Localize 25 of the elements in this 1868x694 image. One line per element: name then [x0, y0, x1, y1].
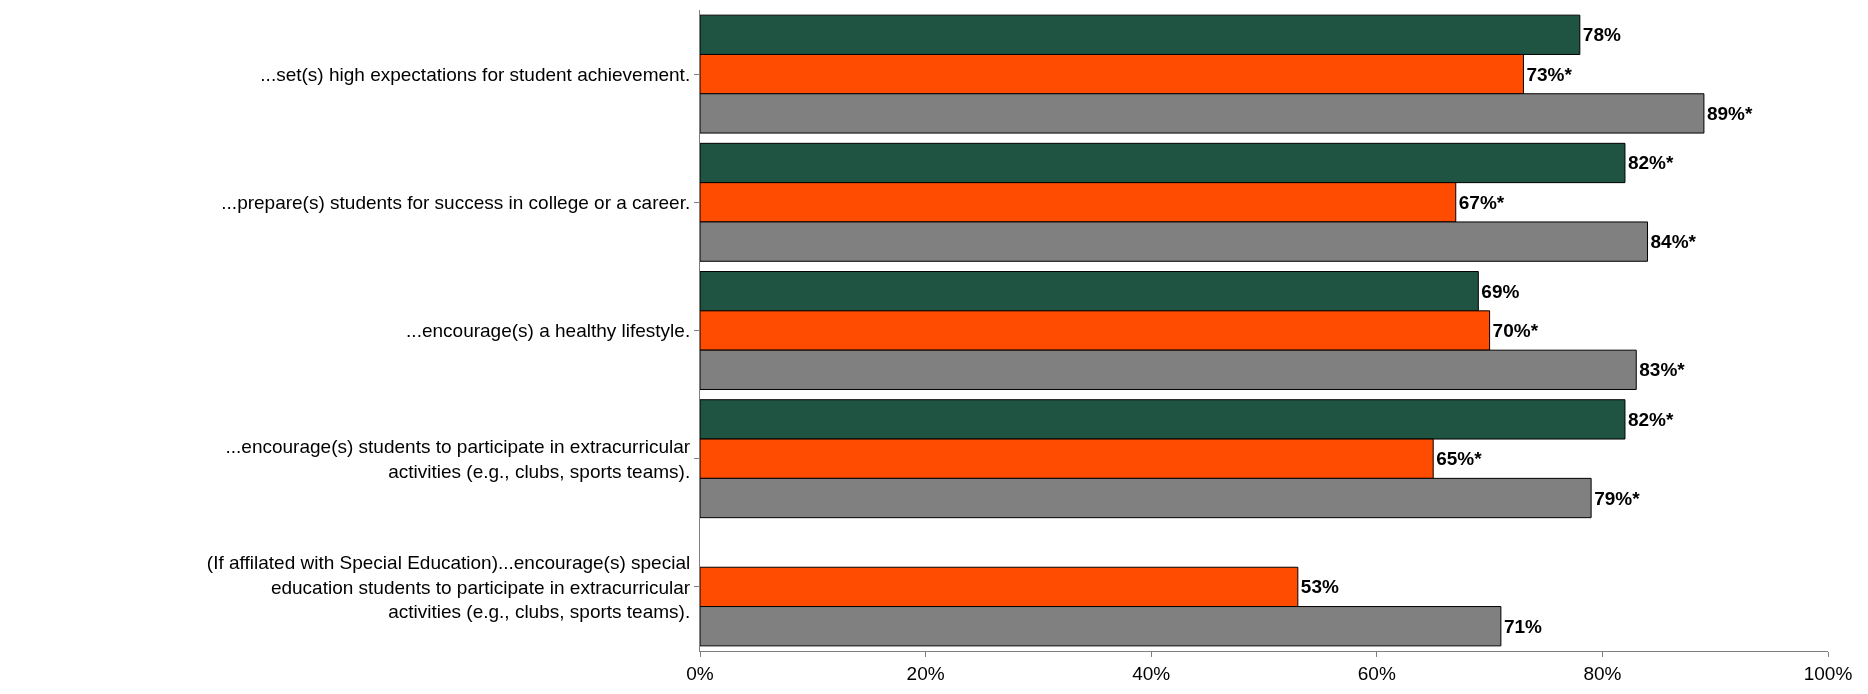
y-tick-label: (If affilated with Special Education)...encourage(s) special education students to participate in extracurricular activities (e.g., clubs, sports teams). — [206, 551, 691, 623]
data-label: 71% — [1503, 615, 1543, 637]
x-tick-label: 20% — [906, 662, 945, 684]
y-tick-label: ...set(s) high expectations for student achievement. — [260, 63, 691, 85]
y-tick-label: ...encourage(s) a healthy lifestyle. — [406, 320, 691, 342]
data-label: 82%* — [1627, 152, 1674, 174]
data-label: 65%* — [1436, 448, 1483, 470]
data-label: 82%* — [1627, 408, 1674, 430]
x-tick-label: 0% — [686, 662, 714, 684]
x-tick-label: 60% — [1357, 662, 1396, 684]
data-label: 84%* — [1650, 231, 1697, 253]
data-label: 69% — [1481, 280, 1520, 302]
x-tick-label: 40% — [1132, 662, 1171, 684]
data-label: 70%* — [1492, 320, 1539, 341]
y-tick-label: ...prepare(s) students for success in college or a career. — [221, 191, 691, 213]
y-tick-label: ...encourage(s) students to participate in extracurricular activities (e.g., clubs, sports teams). — [225, 436, 691, 482]
data-label: 73%* — [1526, 63, 1573, 85]
data-label: 53% — [1300, 576, 1339, 598]
x-tick-label: 80% — [1583, 662, 1622, 684]
data-label: 83%* — [1639, 359, 1686, 381]
data-label: 67%* — [1458, 191, 1505, 213]
data-label: 89%* — [1706, 102, 1753, 124]
data-label: 78% — [1582, 24, 1621, 46]
x-tick-label: 100% — [1803, 662, 1853, 684]
data-label: 79%* — [1594, 487, 1641, 509]
